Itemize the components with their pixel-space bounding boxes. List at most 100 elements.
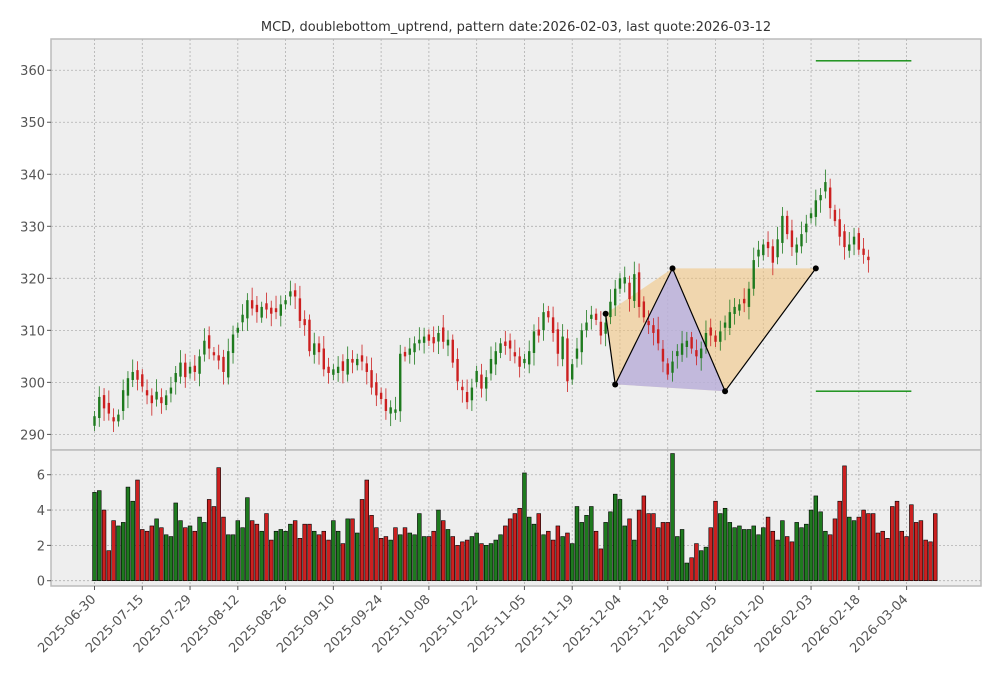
volume-bar [856,516,862,582]
volume-bar [159,527,164,582]
candle-body [833,209,837,222]
candle-body [155,391,158,400]
volume-bar [149,525,155,582]
chart-title: MCD, doublebottom_uptrend, pattern date:… [261,20,771,35]
candle-body [250,300,254,309]
candle-body [489,358,493,374]
volume-bar [569,543,575,582]
candle-body [785,215,789,235]
candle-body [322,348,325,370]
candle-body [504,341,507,346]
candle-body [819,195,822,201]
candle-body [613,288,617,306]
candle-body [169,387,173,394]
candle-body [270,307,273,314]
volume-bar [249,520,255,582]
candle-body [513,352,517,357]
volume-panel: 0 2 4 6 [37,449,982,590]
volume-bar [622,525,627,582]
candle-body [542,312,545,331]
candle-body [117,414,120,422]
volume-bar [364,479,369,582]
volume-bar [240,527,245,582]
volume-bar [870,513,876,582]
candle-body [652,325,655,333]
candle-body [771,246,775,263]
volume-bar [402,527,408,582]
volume-bar [92,492,97,582]
candle-body [795,244,798,253]
candle-body [523,358,526,364]
volume-bar [536,513,541,582]
candle-body [317,343,321,353]
candle-body [594,313,598,320]
volume-bar [808,509,814,582]
candle-body [733,306,736,314]
volume-bar [369,515,374,582]
volume-bar [928,541,933,582]
candle-body [394,409,397,413]
volume-bar [120,522,126,582]
candle-body [179,362,182,377]
volume-bar [264,513,269,582]
volume-bar [555,525,561,582]
candle-body [184,362,187,378]
candle-body [356,358,359,366]
volume-bar [116,525,121,582]
volume-bar [660,522,666,582]
volume-bar [598,548,604,582]
volume-bar [799,527,804,582]
candle-body [102,395,106,409]
volume-bar [312,530,317,582]
candle-body [207,335,211,349]
candle-body [575,348,579,359]
volume-bar [804,523,809,582]
volume-bar [283,530,288,582]
volume-bar [708,527,713,582]
volume-bar [517,507,522,582]
candle-body [824,182,827,192]
volume-bar [765,516,771,582]
candle-body [222,356,225,372]
volume-bar [259,530,264,582]
volume-bar [756,534,761,582]
candle-body [704,332,708,347]
pattern-point [612,381,619,388]
pattern-point [602,310,609,317]
volume-bar [847,516,852,582]
candle-body [365,363,368,372]
candle-body [508,340,512,349]
volume-bar [507,518,513,582]
volume-bar [890,506,895,582]
volume-bar [823,530,828,582]
volume-bar [245,497,250,582]
volume-bar [135,479,140,582]
candle-body [537,329,540,336]
volume-bar [140,529,145,582]
candle-body [680,343,684,355]
volume-bar [794,522,799,582]
volume-bar [154,518,159,582]
candle-body [241,314,244,323]
candle-body [456,358,459,382]
candle-body [274,308,278,313]
candle-body [709,327,712,336]
pattern-area-blue [615,268,726,392]
candle-body [566,338,569,382]
volume-bar [101,509,107,582]
volume-bar [292,520,298,582]
candle-body [265,303,268,310]
candle-body [126,378,130,396]
candle-body [848,244,851,251]
volume-bar [775,539,780,582]
candle-body [227,351,230,378]
price-y-tick-label: 290 [20,428,45,443]
candle-body [695,350,698,357]
candle-body [293,290,297,297]
candle-body [260,306,263,318]
candle-body [451,339,454,363]
volume-bar [636,509,642,582]
candle-body [475,370,478,383]
volume-bar [512,513,518,582]
candle-body [599,321,603,336]
